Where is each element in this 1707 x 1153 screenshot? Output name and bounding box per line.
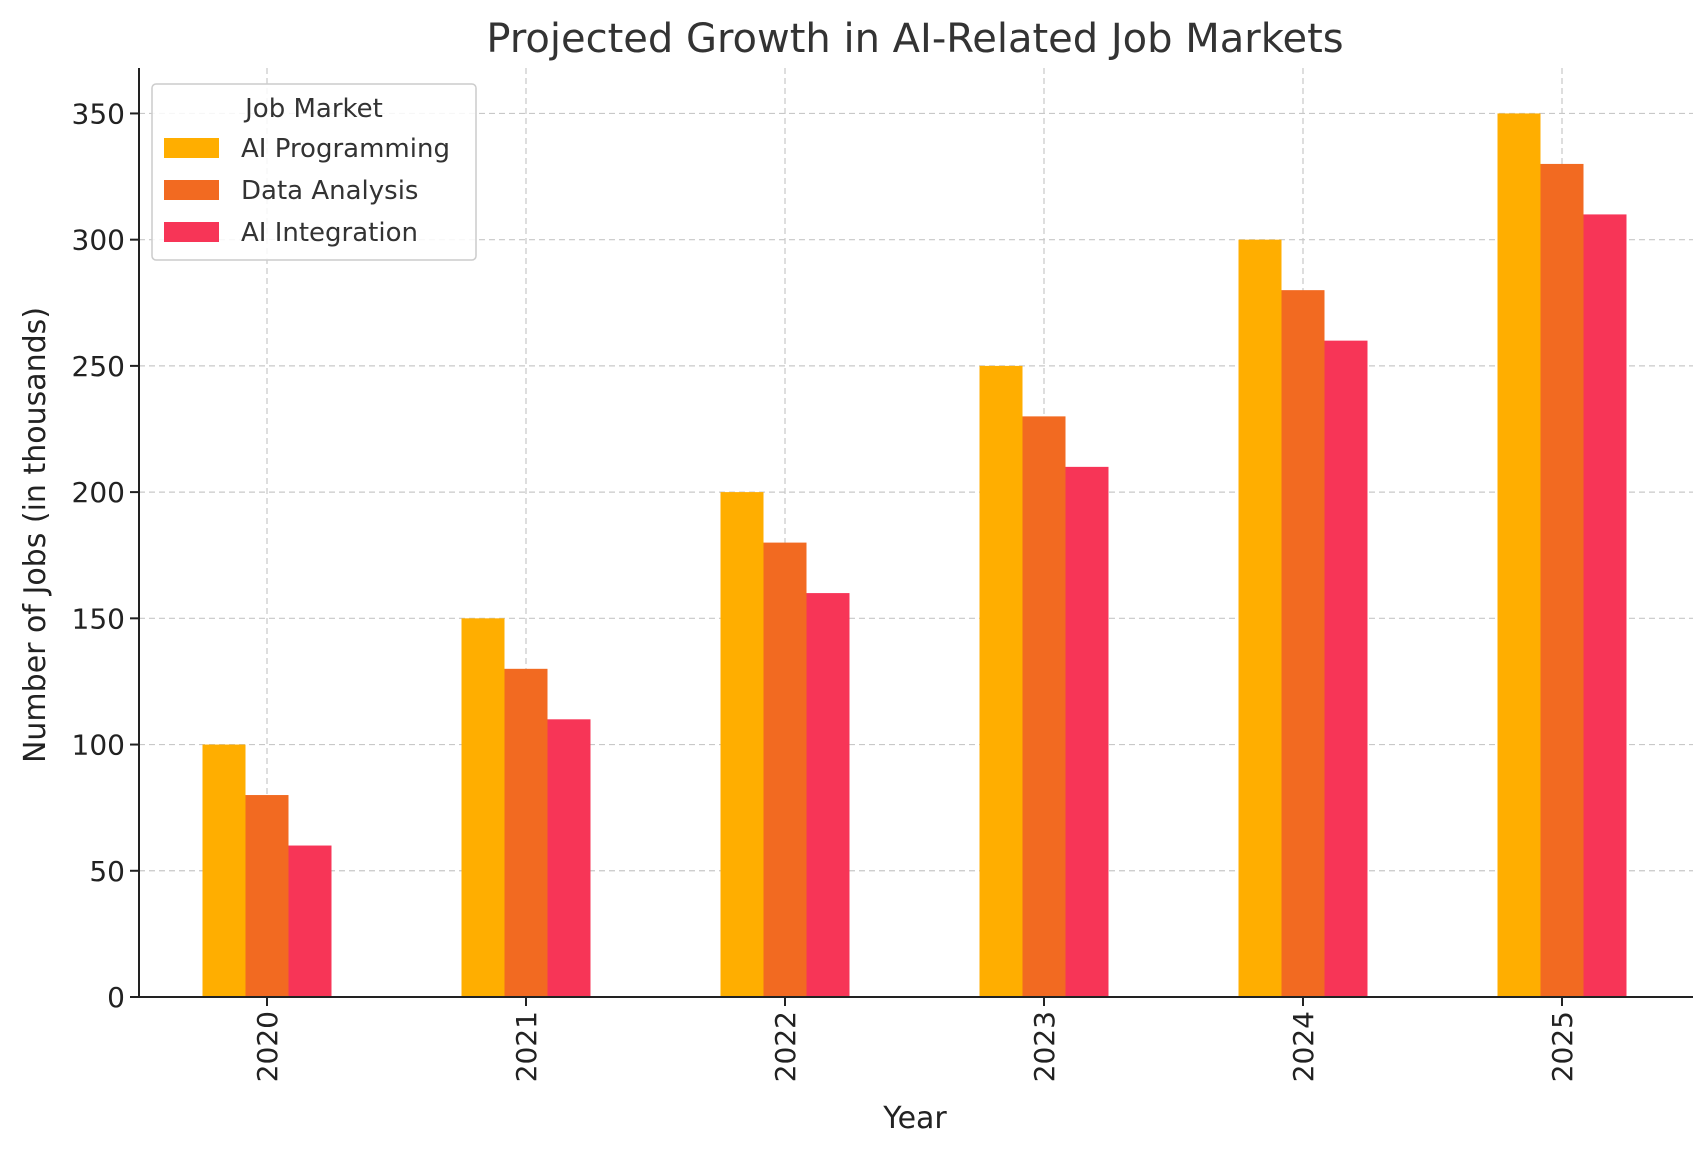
bar-ai-integration-2021 bbox=[547, 719, 591, 997]
bar-ai-integration-2025 bbox=[1583, 214, 1627, 998]
legend-title: Job Market bbox=[243, 94, 383, 124]
x-tick-label: 2025 bbox=[1546, 1011, 1579, 1082]
legend-label: Data Analysis bbox=[241, 176, 418, 206]
x-tick-label: 2021 bbox=[510, 1011, 543, 1082]
bars-group bbox=[202, 113, 1627, 998]
x-tick-label: 2023 bbox=[1028, 1011, 1061, 1082]
bar-ai-integration-2020 bbox=[288, 845, 332, 997]
y-tick-label: 350 bbox=[72, 97, 125, 130]
legend-label: AI Programming bbox=[241, 134, 450, 164]
bar-ai-programming-2021 bbox=[461, 618, 505, 997]
legend-frame bbox=[151, 83, 477, 261]
bar-ai-programming-2020 bbox=[202, 744, 246, 997]
x-tick-label: 2020 bbox=[251, 1011, 284, 1082]
bar-ai-integration-2024 bbox=[1324, 340, 1368, 997]
legend-swatch bbox=[164, 222, 219, 242]
y-tick-label: 0 bbox=[107, 981, 125, 1014]
y-ticks-group: 0 50 100 150 200 250 300 350 bbox=[72, 97, 139, 1014]
legend-items: AI Programming Data Analysis AI Integratio… bbox=[164, 134, 450, 248]
legend-swatch bbox=[164, 138, 219, 158]
y-tick-label: 50 bbox=[89, 855, 125, 888]
bar-data-analysis-2020 bbox=[245, 795, 289, 997]
bar-ai-integration-2022 bbox=[806, 593, 850, 997]
y-tick-label: 300 bbox=[72, 224, 125, 257]
bar-data-analysis-2025 bbox=[1540, 163, 1584, 998]
axes-group bbox=[138, 68, 1693, 998]
bar-data-analysis-2023 bbox=[1022, 416, 1066, 997]
y-tick-label: 100 bbox=[72, 729, 125, 762]
legend-swatch bbox=[164, 180, 219, 200]
bar-data-analysis-2024 bbox=[1281, 290, 1325, 997]
bar-ai-programming-2025 bbox=[1497, 113, 1541, 998]
y-axis-label: Number of Jobs (in thousands) bbox=[18, 307, 53, 763]
x-tick-label: 2022 bbox=[769, 1011, 802, 1082]
chart-title: Projected Growth in AI-Related Job Marke… bbox=[486, 16, 1343, 62]
bar-ai-programming-2023 bbox=[979, 365, 1023, 997]
legend-label: AI Integration bbox=[241, 218, 418, 248]
bar-data-analysis-2022 bbox=[763, 542, 807, 997]
y-tick-label: 200 bbox=[72, 476, 125, 509]
bar-ai-programming-2022 bbox=[720, 492, 764, 997]
y-tick-label: 250 bbox=[72, 350, 125, 383]
bar-ai-programming-2024 bbox=[1238, 239, 1282, 998]
x-tick-label: 2024 bbox=[1287, 1011, 1320, 1082]
bar-ai-integration-2023 bbox=[1065, 466, 1109, 997]
bar-data-analysis-2021 bbox=[504, 668, 548, 997]
x-ticks-group: 2020 2021 2022 2023 2024 2025 bbox=[251, 997, 1579, 1082]
y-tick-label: 150 bbox=[72, 602, 125, 635]
x-axis-label: Year bbox=[882, 1101, 947, 1136]
